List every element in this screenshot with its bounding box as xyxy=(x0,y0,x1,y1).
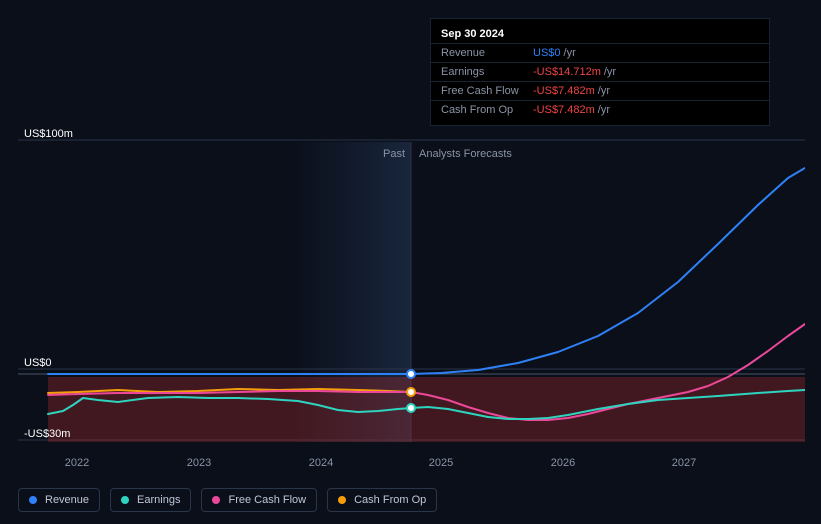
legend-dot-icon xyxy=(212,496,220,504)
tooltip-date: Sep 30 2024 xyxy=(431,25,769,43)
tooltip-row-suffix: /yr xyxy=(604,66,616,78)
marker xyxy=(407,404,415,412)
tooltip-row: Free Cash Flow-US$7.482m/yr xyxy=(431,81,769,100)
legend-dot-icon xyxy=(29,496,37,504)
x-axis-label: 2026 xyxy=(551,457,575,469)
y-axis-label: US$0 xyxy=(24,357,52,369)
y-axis-label: -US$30m xyxy=(24,428,70,440)
legend-dot-icon xyxy=(121,496,129,504)
legend-label: Cash From Op xyxy=(354,494,426,506)
chart-container: US$100mUS$0-US$30m2022202320242025202620… xyxy=(18,0,805,464)
x-axis-label: 2024 xyxy=(309,457,333,469)
data-tooltip: Sep 30 2024 RevenueUS$0/yrEarnings-US$14… xyxy=(430,18,770,126)
legend-label: Revenue xyxy=(45,494,89,506)
tooltip-row-label: Revenue xyxy=(441,47,533,59)
series-revenue xyxy=(48,168,805,374)
legend-label: Earnings xyxy=(137,494,180,506)
legend: Revenue Earnings Free Cash Flow Cash From O… xyxy=(18,488,437,512)
tooltip-row-label: Free Cash Flow xyxy=(441,85,533,97)
x-axis-label: 2022 xyxy=(65,457,89,469)
tooltip-row: Earnings-US$14.712m/yr xyxy=(431,62,769,81)
tooltip-row: RevenueUS$0/yr xyxy=(431,43,769,62)
x-axis-label: 2027 xyxy=(672,457,696,469)
tooltip-row-value: -US$7.482m xyxy=(533,104,595,116)
legend-dot-icon xyxy=(338,496,346,504)
tooltip-row: Cash From Op-US$7.482m/yr xyxy=(431,100,769,119)
tooltip-row-label: Cash From Op xyxy=(441,104,533,116)
past-label: Past xyxy=(383,148,405,160)
legend-item-revenue[interactable]: Revenue xyxy=(18,488,100,512)
legend-item-fcf[interactable]: Free Cash Flow xyxy=(201,488,317,512)
tooltip-row-value: US$0 xyxy=(533,47,561,59)
forecasts-label: Analysts Forecasts xyxy=(419,148,512,160)
legend-label: Free Cash Flow xyxy=(228,494,306,506)
x-axis-label: 2023 xyxy=(187,457,211,469)
tooltip-row-suffix: /yr xyxy=(598,104,610,116)
x-axis-label: 2025 xyxy=(429,457,453,469)
marker xyxy=(407,370,415,378)
tooltip-row-suffix: /yr xyxy=(598,85,610,97)
y-axis-label: US$100m xyxy=(24,128,73,140)
tooltip-row-suffix: /yr xyxy=(564,47,576,59)
marker xyxy=(407,388,415,396)
tooltip-row-label: Earnings xyxy=(441,66,533,78)
legend-item-earnings[interactable]: Earnings xyxy=(110,488,191,512)
tooltip-row-value: -US$14.712m xyxy=(533,66,601,78)
legend-item-cfo[interactable]: Cash From Op xyxy=(327,488,437,512)
tooltip-row-value: -US$7.482m xyxy=(533,85,595,97)
